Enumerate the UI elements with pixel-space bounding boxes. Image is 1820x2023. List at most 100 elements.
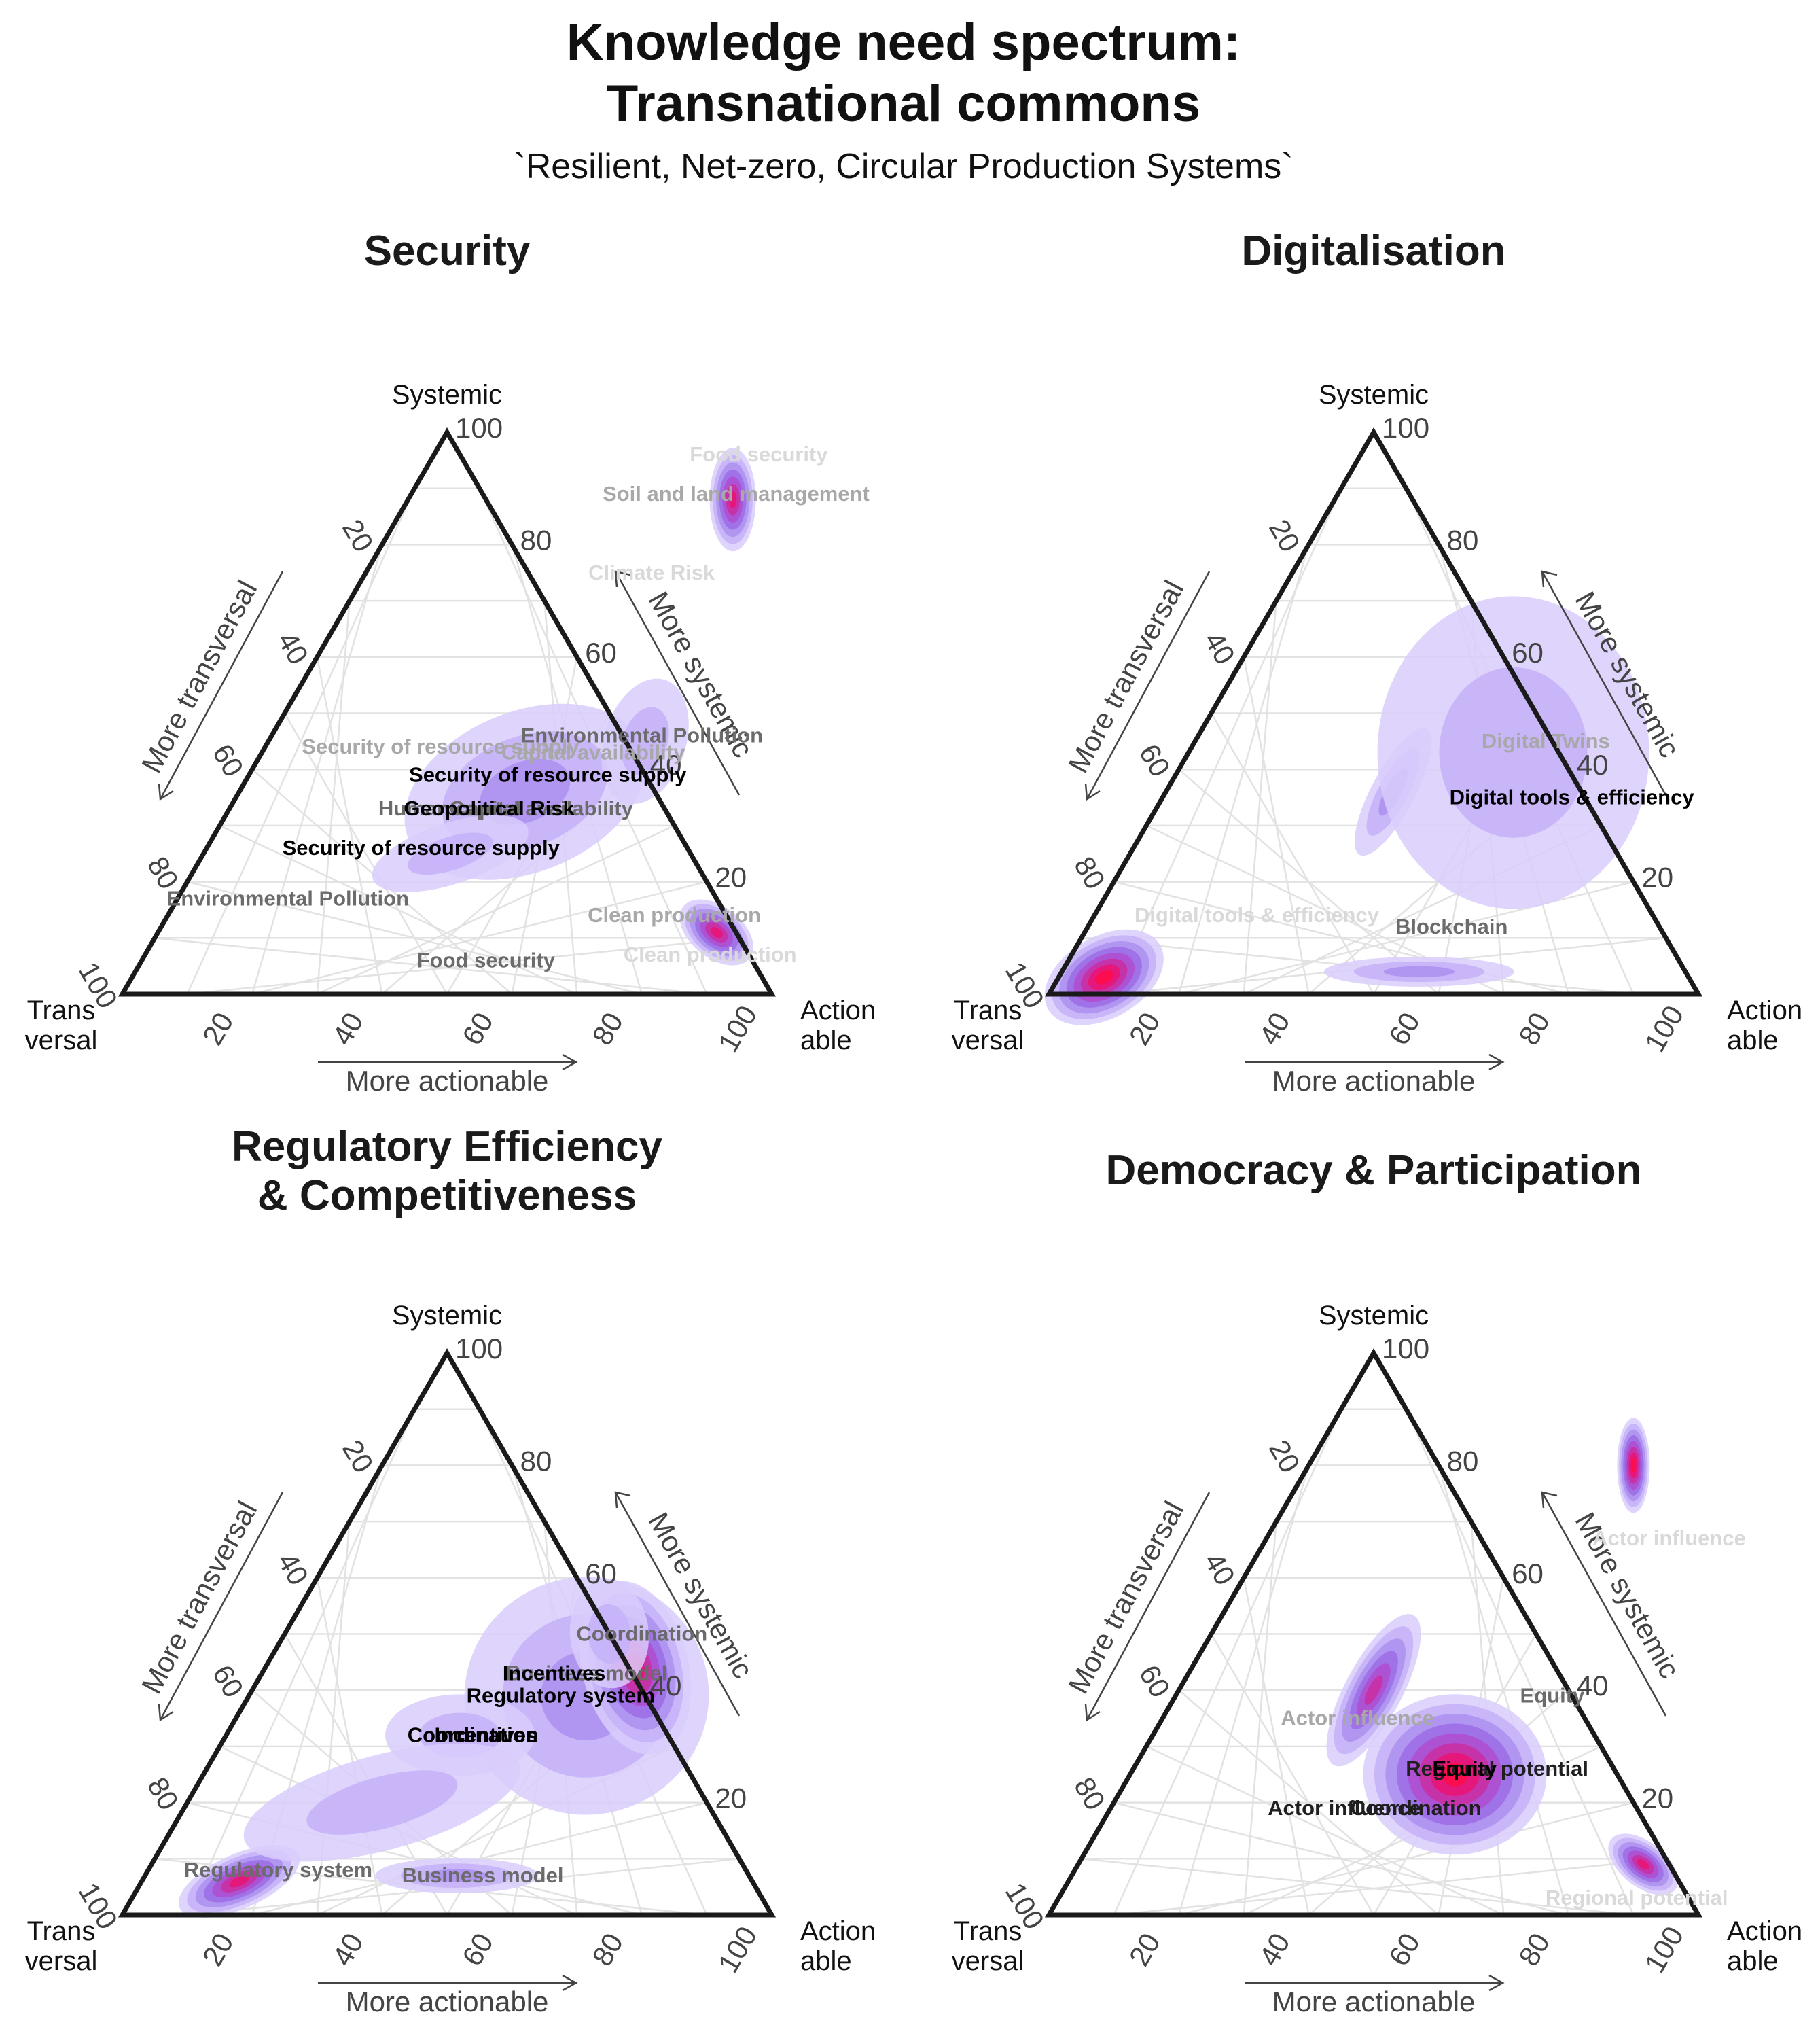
arrow-systemic-head xyxy=(1541,570,1558,588)
vertex-label-transversal: versal xyxy=(25,1946,98,1976)
vertex-label-actionable: able xyxy=(1727,1946,1779,1976)
tick-label-actionable: 60 xyxy=(456,1928,499,1971)
vertex-label-actionable: Action xyxy=(800,996,876,1025)
density-contour xyxy=(1383,966,1455,978)
tick-label-transversal: 80 xyxy=(141,1772,185,1815)
point-label: Soil and land management xyxy=(603,482,870,506)
tick-label-systemic: 20 xyxy=(1641,1782,1673,1814)
point-label: Human capital xyxy=(378,796,522,820)
vertex-label-transversal: Trans xyxy=(27,1916,96,1946)
ternary-panels: SecuritySystemicTransversalActionable202… xyxy=(25,228,1803,2018)
vertex-label-transversal: versal xyxy=(952,1025,1024,1055)
point-label: Environmental Pollution xyxy=(167,886,410,910)
grid-line xyxy=(1405,1409,1635,1916)
grid-line xyxy=(1177,1465,1310,1916)
point-label: Climate Risk xyxy=(588,561,715,584)
density-contour xyxy=(306,1770,458,1835)
point-label: Business model xyxy=(506,1661,668,1685)
triangle-frame xyxy=(118,1348,777,1918)
grid-line xyxy=(1243,600,1277,995)
tick-label-transversal: 80 xyxy=(1068,1772,1111,1815)
arrow-systemic xyxy=(614,571,741,796)
point-label: Digital Twins xyxy=(1482,729,1610,753)
point-label: Coordination xyxy=(576,1622,707,1646)
density-contour xyxy=(480,758,571,825)
point-label: Capital availability xyxy=(501,740,685,764)
vertex-label-transversal: Trans xyxy=(954,996,1022,1025)
grid-line xyxy=(1210,1633,1375,1916)
point-label: Regional potential xyxy=(1406,1757,1588,1780)
tick-label-systemic: 100 xyxy=(455,412,503,444)
tick-label-actionable: 100 xyxy=(1639,1921,1690,1978)
tick-label-actionable: 80 xyxy=(1512,1928,1556,1971)
triangle-frame xyxy=(118,427,777,997)
density-layer xyxy=(178,1577,709,1918)
tick-label-transversal: 20 xyxy=(1263,514,1306,557)
point-labels: Digital Twins Digital tools & efficiency D… xyxy=(1135,729,1694,938)
density-contour xyxy=(1095,970,1113,985)
density-contour xyxy=(408,832,493,875)
tick-label-actionable: 40 xyxy=(326,1007,370,1051)
vertex-label-transversal: Trans xyxy=(27,996,96,1025)
tick-label-systemic: 100 xyxy=(1382,412,1429,444)
arrow-systemic-head xyxy=(614,570,631,588)
density-contour xyxy=(1441,1762,1469,1787)
vertex-label-systemic: Systemic xyxy=(1319,1301,1429,1331)
tick-label-transversal: 20 xyxy=(1263,1435,1306,1478)
arrow-label-transversal: More transversal xyxy=(135,1496,263,1699)
tick-label-transversal: 20 xyxy=(336,514,380,557)
tick-label-systemic: 60 xyxy=(585,1558,617,1589)
density-contour xyxy=(1637,1859,1649,1870)
tick-label-actionable: 20 xyxy=(196,1007,240,1051)
grid-line xyxy=(316,656,383,995)
point-label: Regulatory system xyxy=(184,1858,372,1882)
tick-label-actionable: 80 xyxy=(1512,1007,1556,1051)
tick-label-actionable: 100 xyxy=(712,1921,764,1978)
tick-label-actionable: 80 xyxy=(586,1928,629,1971)
tick-label-systemic: 20 xyxy=(715,1782,747,1814)
point-label: Regional potential xyxy=(1546,1886,1728,1910)
point-label: Actor influence xyxy=(1281,1706,1434,1730)
vertex-label-transversal: versal xyxy=(25,1025,98,1055)
tick-label-transversal: 40 xyxy=(1198,627,1241,670)
point-label: Coordination xyxy=(408,1723,539,1746)
tick-label-actionable: 40 xyxy=(1253,1007,1296,1051)
tick-label-systemic: 80 xyxy=(520,524,552,556)
point-label: Security of resource supply xyxy=(302,735,579,758)
tick-label-transversal: 80 xyxy=(1068,851,1111,894)
tick-label-actionable: 60 xyxy=(1382,1007,1426,1051)
vertex-label-actionable: Action xyxy=(800,1916,876,1946)
density-contour xyxy=(1630,1458,1636,1473)
grid-line xyxy=(1243,656,1310,995)
ternary-panel-4: Democracy & Participation Systemic Transve… xyxy=(952,1147,1803,2018)
grid-line xyxy=(1438,1465,1570,1916)
point-label: Equity xyxy=(1520,1683,1585,1707)
vertex-label-systemic: Systemic xyxy=(392,1301,502,1331)
tick-label-actionable: 80 xyxy=(586,1007,629,1051)
ternary-panel-3: Regulatory Efficiency& Competitiveness Sy… xyxy=(25,1123,876,2018)
point-label: Digital tools & efficiency xyxy=(1135,903,1380,927)
tick-label-systemic: 80 xyxy=(1447,524,1479,556)
vertex-label-actionable: able xyxy=(800,1946,852,1976)
panel-title: & Competitiveness xyxy=(257,1172,637,1219)
density-contour xyxy=(1439,667,1588,838)
tick-label-systemic: 100 xyxy=(1382,1333,1429,1365)
point-label: Business model xyxy=(402,1863,564,1887)
arrow-transversal-head xyxy=(158,783,174,801)
panel-title: Regulatory Efficiency xyxy=(232,1123,662,1170)
tick-label-transversal: 60 xyxy=(1133,739,1177,782)
tick-label-systemic: 80 xyxy=(1447,1445,1479,1477)
tick-label-transversal: 20 xyxy=(336,1435,380,1478)
density-contour xyxy=(1364,1675,1383,1705)
tick-label-systemic: 40 xyxy=(1577,1670,1609,1702)
density-layer xyxy=(1044,596,1649,1025)
point-label: Security of resource supply xyxy=(409,762,687,786)
grid-line xyxy=(316,1577,383,1916)
grid-line xyxy=(1177,544,1310,995)
arrow-transversal-head xyxy=(158,1704,174,1722)
tick-label-systemic: 80 xyxy=(520,1445,552,1477)
arrow-actionable-head xyxy=(562,1053,578,1071)
arrow-transversal xyxy=(159,571,284,800)
tick-label-transversal: 60 xyxy=(207,1659,250,1703)
